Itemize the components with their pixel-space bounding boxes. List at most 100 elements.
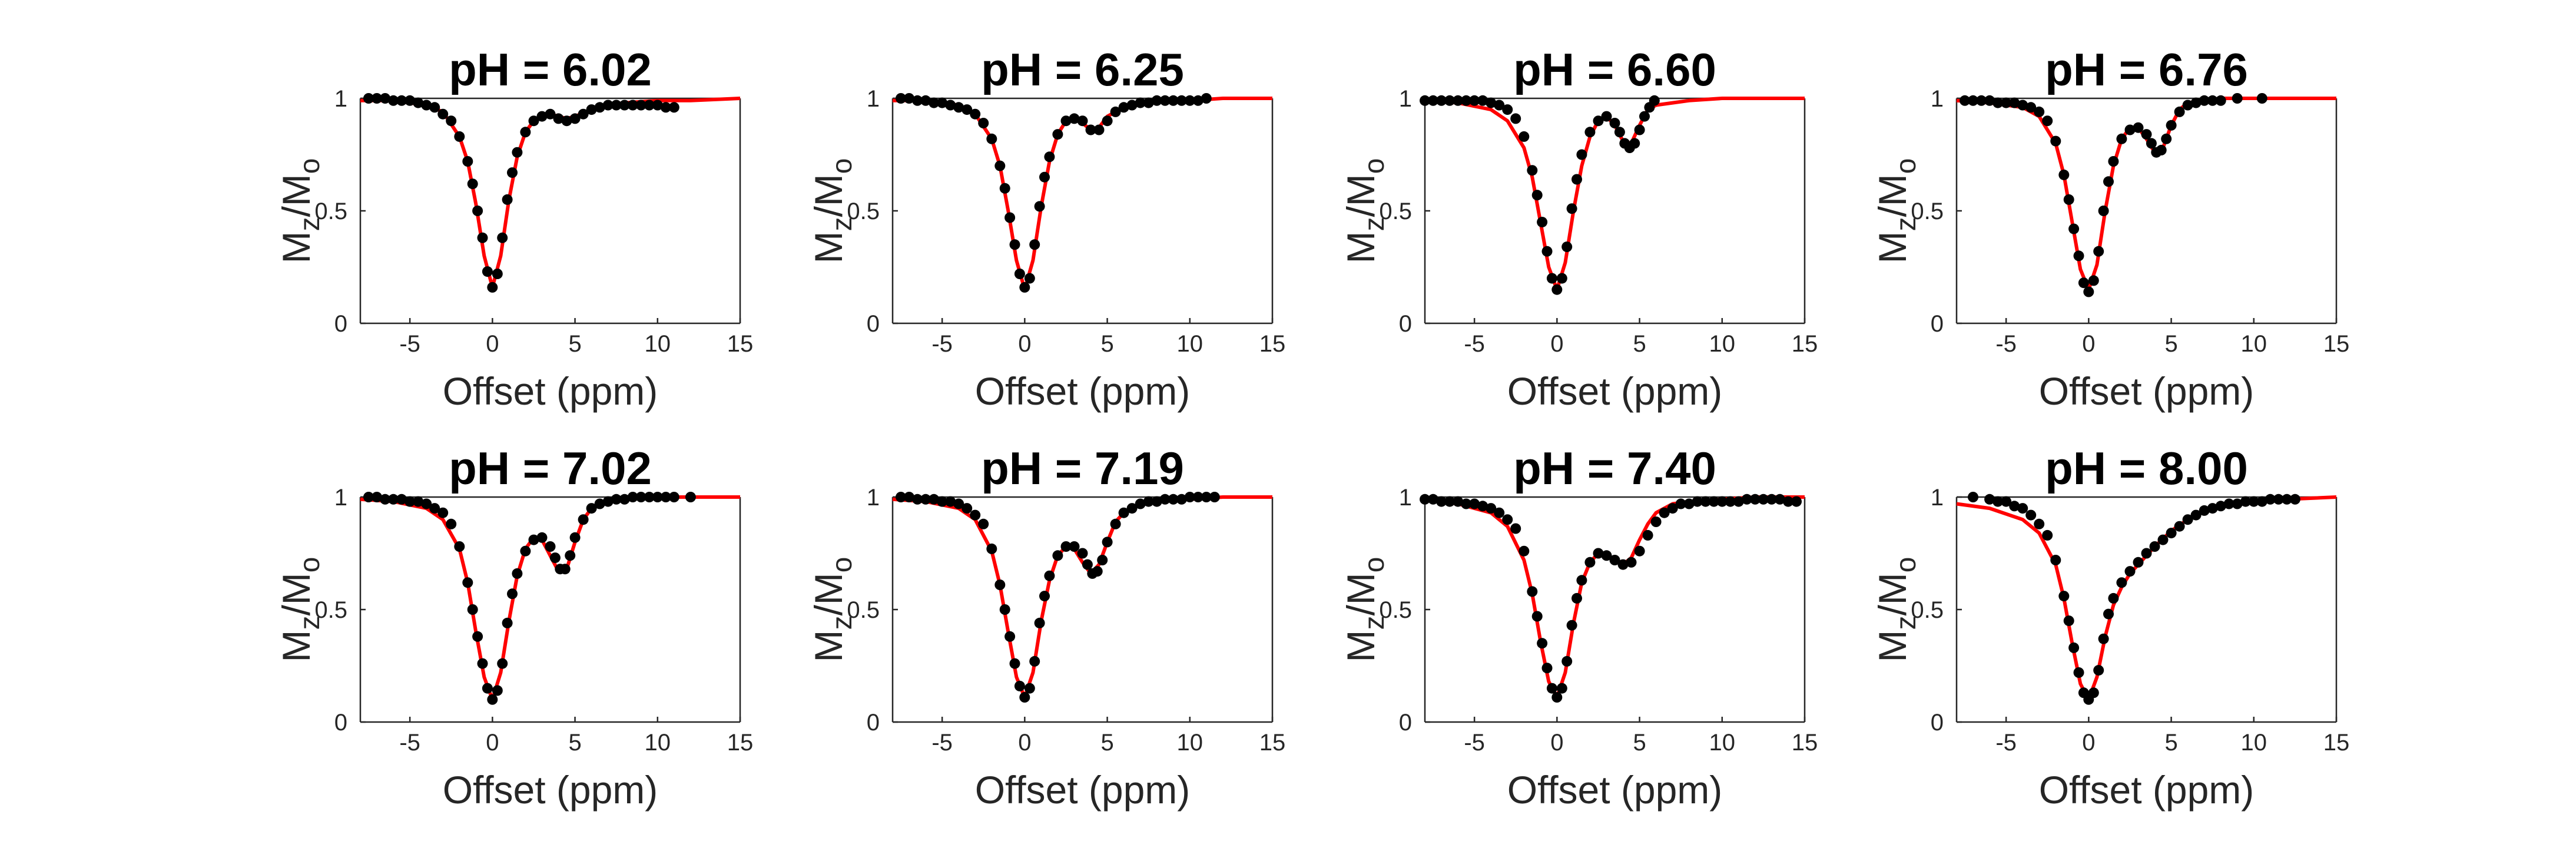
- y-tick-label: 0.5: [847, 597, 880, 623]
- data-point: [1034, 617, 1045, 628]
- x-tick-label: 0: [486, 331, 499, 357]
- fit-curve: [892, 495, 1272, 699]
- data-point: [1774, 494, 1785, 505]
- data-point: [2025, 509, 2037, 521]
- data-point: [1014, 269, 1025, 279]
- x-tick-label: -5: [931, 730, 953, 756]
- data-point: [1135, 97, 1146, 108]
- data-point: [2141, 548, 2152, 559]
- data-point: [477, 232, 488, 243]
- subplot-title: pH = 8.00: [2045, 442, 2248, 494]
- x-tick-label: 5: [568, 331, 581, 357]
- data-point: [2116, 577, 2127, 588]
- data-point: [1097, 555, 1108, 565]
- data-point: [372, 492, 382, 502]
- data-point: [536, 111, 548, 122]
- data-point: [1692, 496, 1703, 507]
- x-tick-label: -5: [1995, 730, 2017, 756]
- data-point: [2133, 557, 2144, 568]
- data-point: [1004, 212, 1016, 223]
- data-point: [497, 232, 508, 243]
- x-tick-label: 5: [2164, 730, 2177, 756]
- data-point: [2034, 106, 2045, 117]
- y-label-m: M: [807, 630, 850, 663]
- data-point: [467, 178, 478, 190]
- data-point: [1502, 514, 1513, 525]
- data-point: [446, 115, 457, 127]
- x-tick-label: 15: [1259, 331, 1286, 357]
- data-point: [1093, 124, 1105, 135]
- x-axis-label: Offset (ppm): [2039, 768, 2255, 812]
- data-point: [2001, 496, 2012, 507]
- data-point: [1019, 282, 1030, 293]
- data-point: [1436, 496, 1447, 507]
- x-tick-label: 5: [2164, 331, 2177, 357]
- data-point: [1004, 631, 1016, 642]
- data-point: [1444, 496, 1456, 507]
- data-point: [2068, 223, 2080, 234]
- data-point: [1576, 149, 1587, 160]
- y-label-sub-o: o: [827, 557, 858, 572]
- y-tick-label: 1: [1399, 485, 1412, 511]
- data-point: [896, 492, 906, 502]
- data-point: [1176, 494, 1187, 505]
- data-point: [559, 564, 571, 575]
- data-point: [2068, 642, 2080, 653]
- data-point: [1126, 100, 1138, 111]
- data-point: [1617, 559, 1629, 570]
- data-point: [405, 496, 416, 507]
- y-axis-label: Mz/Mo: [807, 557, 858, 662]
- data-point: [2009, 501, 2020, 512]
- x-tick-label: 10: [1709, 331, 1736, 357]
- data-point: [635, 100, 647, 111]
- data-point: [1519, 131, 1530, 142]
- fit-curve: [893, 97, 1272, 292]
- data-point: [2042, 529, 2053, 541]
- data-point: [594, 498, 605, 509]
- x-tick-label: -5: [1995, 331, 2017, 357]
- data-point: [1634, 545, 1645, 557]
- y-axis-label: Mz/Mo: [1871, 158, 1922, 263]
- data-point: [1126, 503, 1138, 514]
- x-tick-label: 5: [568, 730, 581, 756]
- data-point: [912, 494, 923, 505]
- data-point: [2088, 275, 2099, 286]
- data-point: [978, 518, 989, 529]
- y-label-m: M: [1871, 231, 1914, 264]
- data-point: [1077, 115, 1088, 127]
- data-point: [405, 95, 416, 106]
- data-point: [1143, 496, 1154, 507]
- data-point: [1024, 683, 1035, 694]
- data-point: [1708, 496, 1719, 507]
- y-axis-label: Mz/Mo: [807, 158, 858, 263]
- data-point: [2108, 592, 2119, 604]
- data-point: [1650, 516, 1662, 527]
- data-point: [1634, 124, 1645, 135]
- data-point: [1209, 492, 1220, 502]
- data-point: [2256, 93, 2267, 104]
- data-point: [1436, 95, 1447, 106]
- x-tick-label: 0: [2082, 331, 2095, 357]
- data-point: [536, 532, 548, 543]
- data-point: [1453, 95, 1464, 106]
- data-point: [1749, 494, 1761, 505]
- data-point: [586, 503, 597, 514]
- data-point: [912, 95, 923, 106]
- y-label-sub-z: z: [1891, 616, 1922, 630]
- y-tick-label: 0.5: [1379, 597, 1412, 623]
- data-point: [1601, 111, 1612, 122]
- data-point: [429, 102, 440, 113]
- data-point: [372, 93, 382, 104]
- data-point: [929, 97, 940, 108]
- y-label-m: M: [274, 231, 318, 264]
- data-point: [2103, 176, 2114, 187]
- y-label-sub-o: o: [1359, 557, 1390, 572]
- data-point: [2098, 206, 2109, 216]
- data-point: [578, 514, 589, 525]
- data-point: [1135, 498, 1146, 509]
- data-point: [1477, 501, 1488, 512]
